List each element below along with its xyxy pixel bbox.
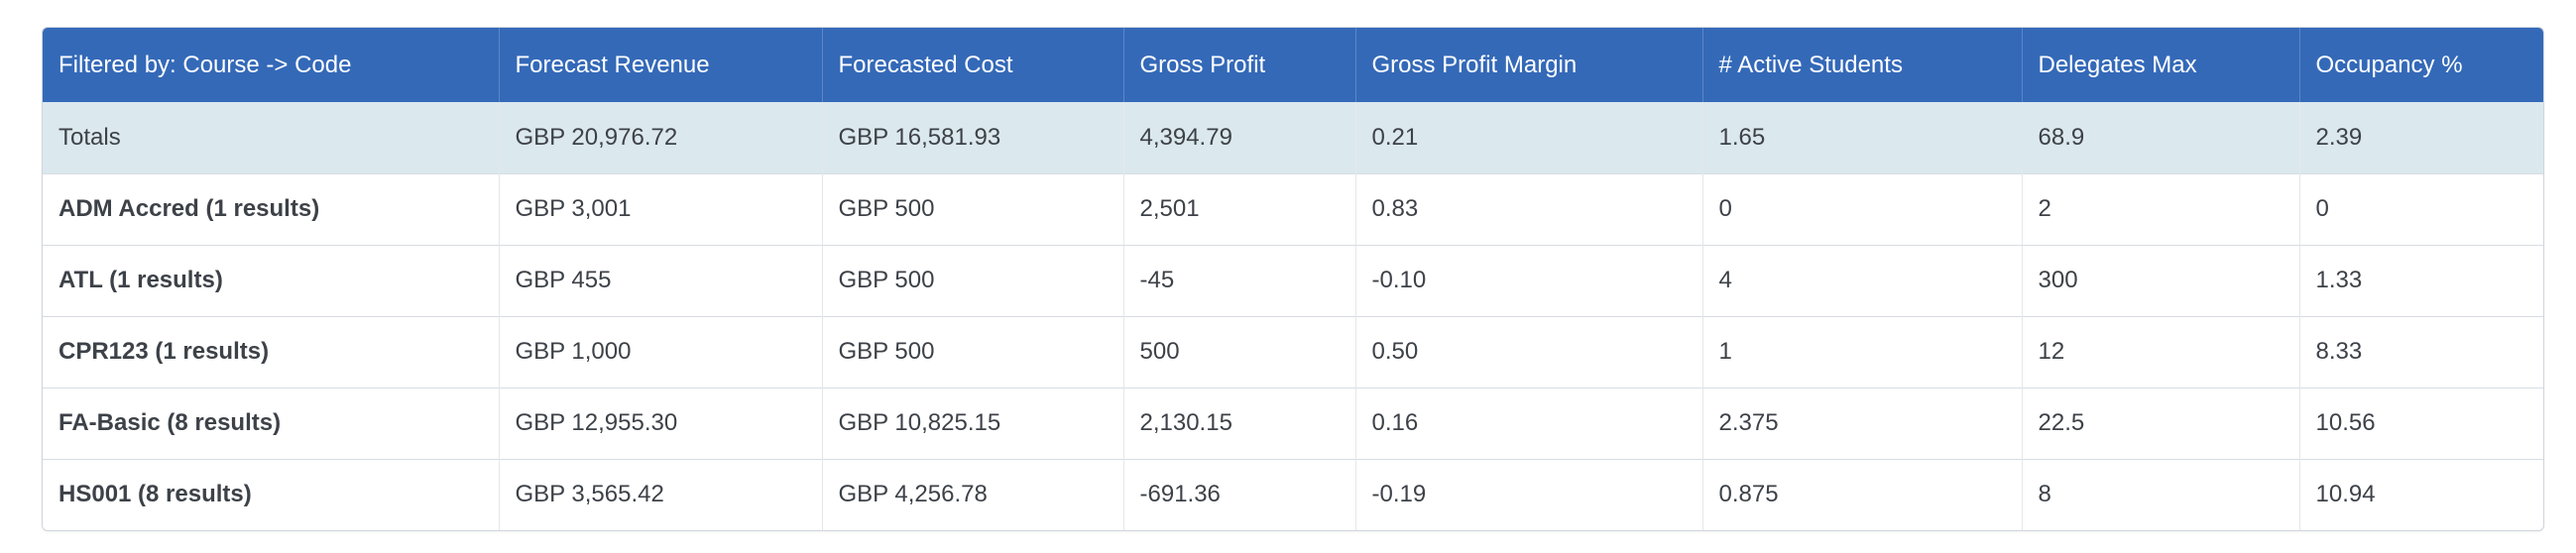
- totals-delegates-max: 68.9: [2022, 102, 2300, 173]
- active-students-cell: 0: [1702, 173, 2023, 245]
- gross-profit-cell: -45: [1123, 245, 1356, 316]
- occupancy-cell: 1.33: [2315, 267, 2363, 293]
- header-filter-course-code[interactable]: Filtered by: Course -> Code: [43, 28, 500, 102]
- course-code-cell[interactable]: FA-Basic (8 results): [43, 387, 500, 459]
- header-delegates-max[interactable]: Delegates Max: [2022, 28, 2300, 102]
- delegates-max-cell: 2: [2022, 173, 2300, 245]
- table-row[interactable]: CPR123 (1 results) GBP 1,000 GBP 500 500…: [43, 316, 2543, 387]
- forecasted-cost-cell: GBP 500: [822, 173, 1124, 245]
- active-students-cell: 1: [1702, 316, 2023, 387]
- forecasted-cost-cell: GBP 4,256.78: [822, 459, 1124, 530]
- course-forecast-table: Filtered by: Course -> Code Forecast Rev…: [43, 28, 2543, 530]
- gross-profit-cell: 2,501: [1123, 173, 1356, 245]
- totals-forecast-revenue: GBP 20,976.72: [499, 102, 823, 173]
- course-code-cell[interactable]: CPR123 (1 results): [43, 316, 500, 387]
- table-row[interactable]: ADM Accred (1 results) GBP 3,001 GBP 500…: [43, 173, 2543, 245]
- totals-active-students: 1.65: [1702, 102, 2023, 173]
- delegates-max-cell: 8: [2022, 459, 2300, 530]
- forecast-revenue-cell: GBP 1,000: [499, 316, 823, 387]
- gross-profit-margin-cell: 0.83: [1355, 173, 1703, 245]
- gross-profit-margin-cell: -0.19: [1355, 459, 1703, 530]
- forecast-revenue-cell: GBP 455: [499, 245, 823, 316]
- course-code-cell[interactable]: HS001 (8 results): [43, 459, 500, 530]
- active-students-cell: 4: [1702, 245, 2023, 316]
- header-active-students[interactable]: # Active Students: [1702, 28, 2023, 102]
- forecast-revenue-cell: GBP 12,955.30: [499, 387, 823, 459]
- active-students-cell: 0.875: [1702, 459, 2023, 530]
- totals-gross-profit-margin: 0.21: [1355, 102, 1703, 173]
- totals-forecasted-cost: GBP 16,581.93: [822, 102, 1124, 173]
- gross-profit-cell: 500: [1123, 316, 1356, 387]
- active-students-cell: 2.375: [1702, 387, 2023, 459]
- header-forecasted-cost[interactable]: Forecasted Cost: [822, 28, 1124, 102]
- forecasted-cost-cell: GBP 500: [822, 316, 1124, 387]
- forecast-revenue-cell: GBP 3,001: [499, 173, 823, 245]
- occupancy-cell: 8.33: [2315, 338, 2363, 365]
- totals-gross-profit: 4,394.79: [1123, 102, 1356, 173]
- delegates-max-cell: 300: [2022, 245, 2300, 316]
- header-gross-profit[interactable]: Gross Profit: [1123, 28, 1356, 102]
- forecast-revenue-cell: GBP 3,565.42: [499, 459, 823, 530]
- gross-profit-margin-cell: -0.10: [1355, 245, 1703, 316]
- totals-occupancy: 2.39: [2315, 123, 2363, 151]
- gross-profit-cell: 2,130.15: [1123, 387, 1356, 459]
- delegates-max-cell: 22.5: [2022, 387, 2300, 459]
- occupancy-cell: 10.56: [2315, 409, 2376, 436]
- table-row[interactable]: ATL (1 results) GBP 455 GBP 500 -45 -0.1…: [43, 245, 2543, 316]
- table-header-row: Filtered by: Course -> Code Forecast Rev…: [43, 28, 2543, 102]
- delegates-max-cell: 12: [2022, 316, 2300, 387]
- header-forecast-revenue[interactable]: Forecast Revenue: [499, 28, 823, 102]
- gross-profit-margin-cell: 0.16: [1355, 387, 1703, 459]
- header-occupancy[interactable]: Occupancy %: [2299, 28, 2543, 102]
- report-table-container: Filtered by: Course -> Code Forecast Rev…: [42, 27, 2544, 531]
- table-row[interactable]: FA-Basic (8 results) GBP 12,955.30 GBP 1…: [43, 387, 2543, 459]
- header-gross-profit-margin[interactable]: Gross Profit Margin: [1355, 28, 1703, 102]
- gross-profit-margin-cell: 0.50: [1355, 316, 1703, 387]
- table-row[interactable]: HS001 (8 results) GBP 3,565.42 GBP 4,256…: [43, 459, 2543, 530]
- occupancy-cell: 0: [2315, 195, 2329, 222]
- forecasted-cost-cell: GBP 10,825.15: [822, 387, 1124, 459]
- gross-profit-cell: -691.36: [1123, 459, 1356, 530]
- forecasted-cost-cell: GBP 500: [822, 245, 1124, 316]
- occupancy-cell: 10.94: [2315, 481, 2376, 508]
- totals-row: Totals GBP 20,976.72 GBP 16,581.93 4,394…: [43, 102, 2543, 173]
- course-code-cell[interactable]: ATL (1 results): [43, 245, 500, 316]
- totals-label: Totals: [43, 102, 500, 173]
- course-code-cell[interactable]: ADM Accred (1 results): [43, 173, 500, 245]
